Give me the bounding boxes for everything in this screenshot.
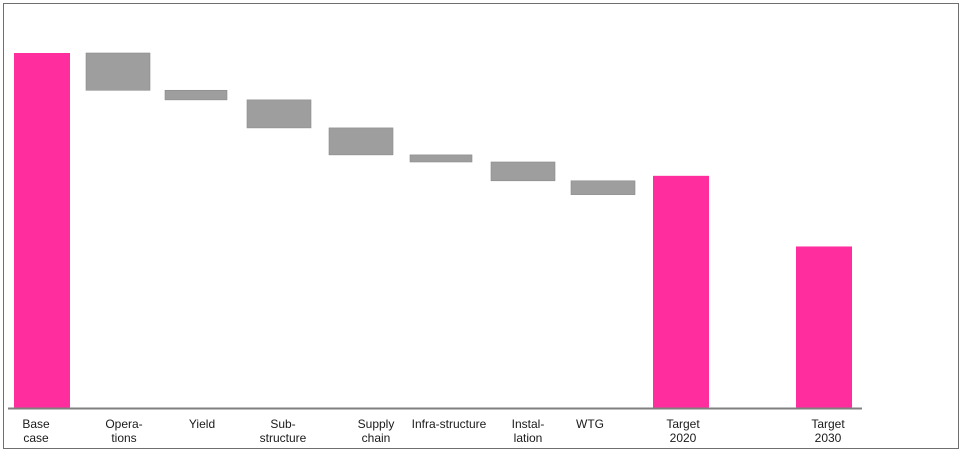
x-tick-label-6: Infra-structure <box>412 417 487 431</box>
total-bar-1 <box>14 53 70 408</box>
x-tick-label-1: Base case <box>22 417 50 445</box>
x-tick-label-line: Sub- <box>270 417 295 431</box>
x-tick-label-line: Instal- <box>512 417 545 431</box>
step-bar-7 <box>490 161 556 182</box>
x-tick-label-line: Opera- <box>105 417 142 431</box>
x-tick-label-9: Target 2020 <box>666 417 700 445</box>
x-tick-label-line: tions <box>111 431 136 445</box>
x-tick-label-line: Yield <box>189 417 215 431</box>
total-bar-9 <box>653 175 709 408</box>
x-tick-label-line: Target <box>666 417 700 431</box>
x-tick-label-line: case <box>23 431 49 445</box>
x-tick-label-line: Infra-structure <box>412 417 487 431</box>
x-tick-label-7: Instal-lation <box>512 417 545 445</box>
x-tick-label-line: Supply <box>358 417 395 431</box>
x-tick-label-5: Supply chain <box>358 417 395 445</box>
x-tick-label-line: WTG <box>576 417 604 431</box>
step-bar-4 <box>246 99 312 129</box>
x-tick-label-line: 2030 <box>815 431 842 445</box>
x-tick-labels: Base case Opera-tions Yield Sub-structure Sup… <box>22 417 845 445</box>
x-tick-label-line: lation <box>514 431 543 445</box>
x-tick-label-line: structure <box>260 431 307 445</box>
x-tick-label-4: Sub-structure <box>260 417 307 445</box>
bars-layer <box>14 52 852 408</box>
step-bar-5 <box>328 127 394 156</box>
x-tick-label-line: Base <box>22 417 50 431</box>
x-tick-label-8: WTG <box>576 417 604 431</box>
step-bar-3 <box>164 89 228 101</box>
total-bar-10 <box>796 246 852 408</box>
step-bar-2 <box>85 52 151 91</box>
x-tick-label-line: chain <box>362 431 391 445</box>
step-bar-6 <box>409 154 473 163</box>
x-tick-label-10: Target 2030 <box>811 417 845 445</box>
x-tick-label-3: Yield <box>189 417 215 431</box>
x-tick-label-2: Opera-tions <box>105 417 142 445</box>
x-tick-label-line: Target <box>811 417 845 431</box>
step-bar-8 <box>570 180 636 195</box>
x-tick-label-line: 2020 <box>670 431 697 445</box>
